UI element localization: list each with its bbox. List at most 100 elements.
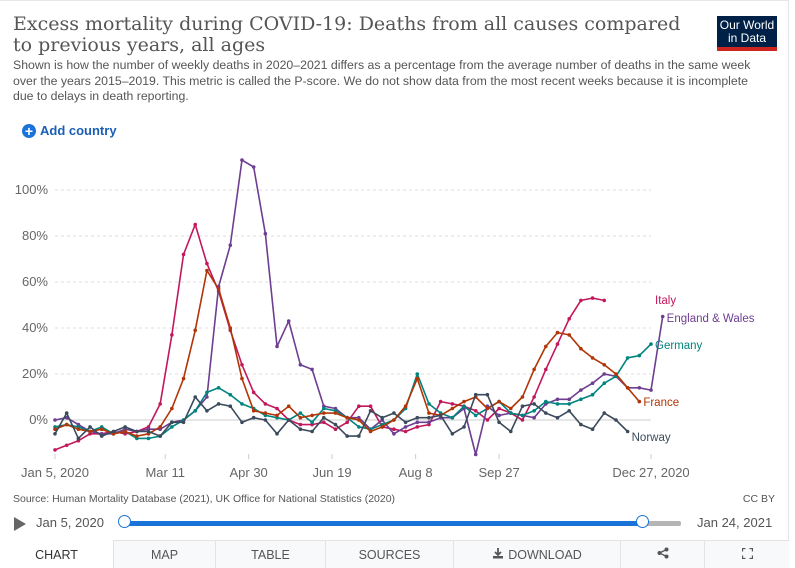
point-england-wales[interactable] — [298, 363, 303, 367]
tab-map[interactable]: MAP — [113, 541, 215, 568]
point-norway[interactable] — [170, 420, 174, 425]
point-germany[interactable] — [462, 404, 466, 408]
point-italy[interactable] — [333, 427, 338, 432]
point-norway[interactable] — [111, 429, 116, 434]
point-norway[interactable] — [135, 429, 139, 434]
point-norway[interactable] — [602, 411, 607, 415]
point-italy[interactable] — [263, 402, 268, 406]
point-italy[interactable] — [181, 252, 186, 257]
point-norway[interactable] — [251, 415, 256, 420]
owid-logo[interactable]: Our World in Data — [717, 16, 777, 51]
point-norway[interactable] — [286, 418, 291, 422]
point-france[interactable] — [544, 344, 548, 349]
point-germany[interactable] — [520, 413, 525, 418]
tab-sources[interactable]: SOURCES — [325, 541, 453, 568]
point-italy[interactable] — [473, 409, 478, 413]
play-icon[interactable] — [14, 517, 26, 531]
point-norway[interactable] — [53, 432, 57, 436]
timeline-track[interactable] — [124, 521, 681, 526]
point-italy[interactable] — [555, 342, 560, 346]
point-germany[interactable] — [532, 409, 536, 413]
point-italy[interactable] — [567, 317, 571, 321]
point-germany[interactable] — [555, 402, 560, 406]
point-france[interactable] — [275, 413, 279, 418]
point-france[interactable] — [368, 429, 373, 434]
point-italy[interactable] — [579, 298, 583, 303]
point-norway[interactable] — [357, 434, 361, 438]
point-france[interactable] — [392, 418, 396, 422]
share-button[interactable] — [620, 541, 704, 568]
point-italy[interactable] — [415, 425, 420, 429]
point-norway[interactable] — [532, 402, 536, 406]
point-england-wales[interactable] — [240, 158, 244, 162]
point-france[interactable] — [123, 429, 127, 434]
point-france[interactable] — [508, 406, 513, 411]
point-norway[interactable] — [508, 429, 513, 434]
point-france[interactable] — [228, 326, 233, 330]
point-germany[interactable] — [228, 392, 233, 397]
point-italy[interactable] — [193, 222, 198, 227]
point-england-wales[interactable] — [497, 413, 501, 418]
point-france[interactable] — [602, 363, 607, 367]
point-italy[interactable] — [298, 422, 303, 427]
series-label-france[interactable]: France — [643, 397, 679, 409]
point-france[interactable] — [310, 413, 314, 418]
point-norway[interactable] — [123, 425, 127, 429]
point-norway[interactable] — [614, 418, 618, 422]
point-italy[interactable] — [403, 429, 408, 434]
point-france[interactable] — [497, 399, 501, 404]
point-england-wales[interactable] — [590, 381, 595, 385]
point-norway[interactable] — [158, 434, 162, 438]
point-france[interactable] — [321, 411, 326, 415]
point-england-wales[interactable] — [415, 420, 420, 425]
point-norway[interactable] — [462, 425, 466, 429]
point-italy[interactable] — [438, 399, 443, 404]
point-italy[interactable] — [485, 418, 490, 422]
point-germany[interactable] — [170, 425, 174, 429]
point-england-wales[interactable] — [53, 418, 57, 422]
point-italy[interactable] — [450, 402, 455, 406]
point-norway[interactable] — [99, 434, 104, 438]
point-france[interactable] — [76, 427, 81, 432]
point-germany[interactable] — [321, 406, 326, 411]
point-norway[interactable] — [240, 420, 244, 425]
point-italy[interactable] — [368, 404, 373, 408]
point-norway[interactable] — [403, 420, 408, 425]
point-norway[interactable] — [567, 409, 571, 413]
point-germany[interactable] — [310, 420, 314, 425]
point-italy[interactable] — [357, 404, 361, 408]
point-germany[interactable] — [590, 392, 595, 397]
point-norway[interactable] — [205, 409, 209, 413]
point-italy[interactable] — [251, 390, 256, 395]
point-norway[interactable] — [298, 427, 303, 432]
point-france[interactable] — [345, 415, 349, 420]
point-england-wales[interactable] — [637, 386, 642, 390]
point-france[interactable] — [298, 415, 303, 420]
fullscreen-button[interactable] — [704, 541, 789, 568]
point-italy[interactable] — [392, 427, 396, 432]
point-germany[interactable] — [193, 409, 198, 413]
point-france[interactable] — [520, 395, 525, 399]
point-norway[interactable] — [216, 402, 221, 406]
line-england-wales[interactable] — [54, 159, 664, 456]
point-england-wales[interactable] — [579, 388, 583, 392]
point-norway[interactable] — [590, 427, 595, 432]
point-england-wales[interactable] — [660, 314, 665, 319]
point-england-wales[interactable] — [263, 231, 268, 236]
point-italy[interactable] — [321, 420, 326, 425]
point-norway[interactable] — [427, 415, 431, 420]
tab-download[interactable]: DOWNLOAD — [453, 541, 620, 568]
point-france[interactable] — [53, 427, 57, 432]
point-italy[interactable] — [544, 367, 548, 372]
point-france[interactable] — [193, 328, 198, 333]
point-france[interactable] — [158, 425, 162, 429]
point-france[interactable] — [170, 406, 174, 411]
point-france[interactable] — [240, 376, 244, 381]
series-label-norway[interactable]: Norway — [632, 432, 671, 444]
point-norway[interactable] — [473, 392, 478, 397]
point-france[interactable] — [450, 406, 455, 411]
point-france[interactable] — [555, 330, 560, 335]
point-france[interactable] — [286, 404, 291, 408]
point-italy[interactable] — [497, 406, 501, 411]
point-norway[interactable] — [88, 425, 92, 429]
